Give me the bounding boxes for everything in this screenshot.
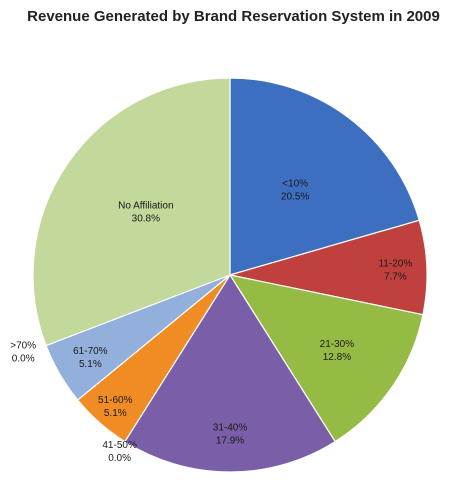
slice-label-10: <10% 20.5% [281, 178, 309, 202]
pie-slice-11-20 [229, 219, 428, 316]
slice-label-41-50: 41-50% 0.0% [102, 440, 137, 464]
pie-slice-10 [229, 77, 420, 276]
pie-slice-31-40 [124, 273, 336, 473]
slice-label-51-60: 51-60% 5.1% [98, 395, 133, 419]
chart-title: Revenue Generated by Brand Reservation S… [27, 8, 440, 25]
slice-label-11-20: 11-20% 7.7% [378, 258, 412, 282]
slice-label-61-70: 61-70% 5.1% [73, 346, 108, 370]
slice-label-21-30: 21-30% 12.8% [320, 339, 355, 363]
pie-slice-21-30 [228, 274, 424, 443]
slice-label-no-affiliation: No Affiliation 30.8% [118, 200, 173, 224]
slice-label-31-40: 31-40% 17.9% [213, 423, 248, 447]
pie-slice-no-affiliation [32, 77, 231, 347]
slice-label-70: >70% 0.0% [10, 341, 36, 365]
